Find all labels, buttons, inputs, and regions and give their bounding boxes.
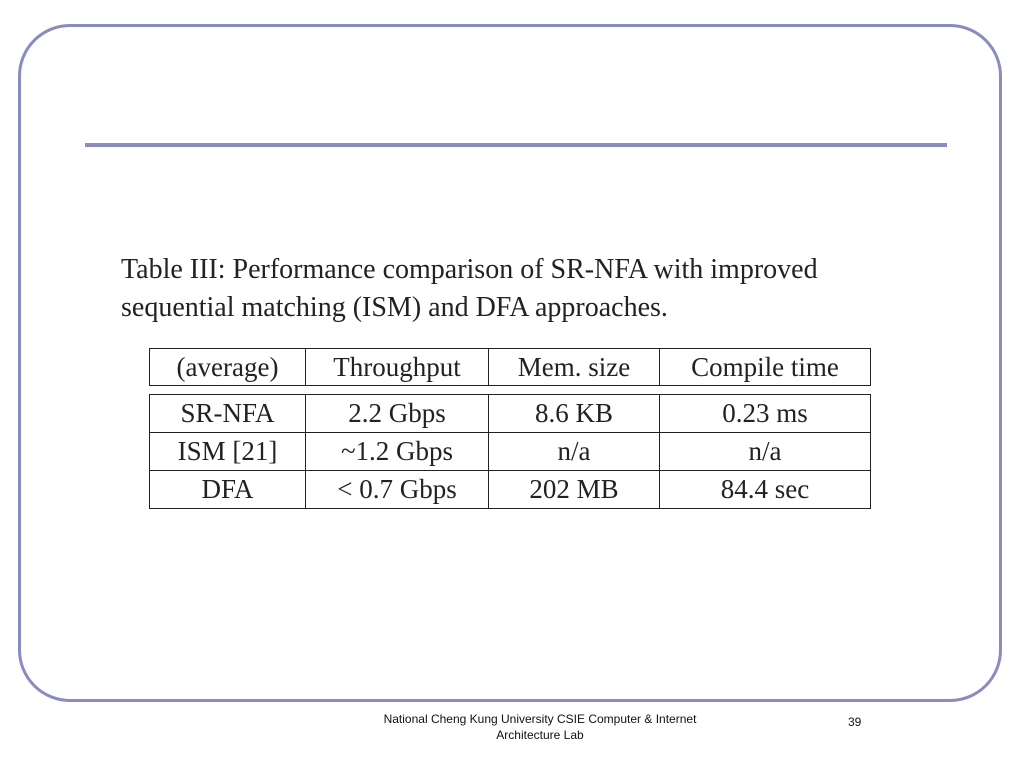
header-cell-throughput: Throughput xyxy=(305,348,489,386)
footer-line-1: National Cheng Kung University CSIE Comp… xyxy=(383,712,697,726)
table-cell: < 0.7 Gbps xyxy=(305,470,489,509)
caption-line-2: sequential matching (ISM) and DFA approa… xyxy=(121,292,668,323)
table-body: SR-NFA 2.2 Gbps 8.6 KB 0.23 ms ISM [21] … xyxy=(149,394,871,509)
header-cell-compile-time: Compile time xyxy=(659,348,871,386)
table-header: (average) Throughput Mem. size Compile t… xyxy=(149,348,871,386)
table-caption: Table III: Performance comparison of SR-… xyxy=(121,251,921,327)
table-cell: n/a xyxy=(488,432,660,471)
table-cell: 202 MB xyxy=(488,470,660,509)
table-cell: 0.23 ms xyxy=(659,394,871,433)
table-row: ISM [21] ~1.2 Gbps n/a n/a xyxy=(149,432,871,471)
table-cell: 2.2 Gbps xyxy=(305,394,489,433)
header-row: (average) Throughput Mem. size Compile t… xyxy=(149,348,871,386)
table-cell: ~1.2 Gbps xyxy=(305,432,489,471)
header-cell-average: (average) xyxy=(149,348,306,386)
table-cell: ISM [21] xyxy=(149,432,306,471)
table-cell: 8.6 KB xyxy=(488,394,660,433)
table-row: SR-NFA 2.2 Gbps 8.6 KB 0.23 ms xyxy=(149,394,871,433)
page-number: 39 xyxy=(848,715,862,729)
table-cell: n/a xyxy=(659,432,871,471)
title-divider xyxy=(85,143,947,147)
footer-institution: National Cheng Kung University CSIE Comp… xyxy=(330,711,750,743)
table-cell: SR-NFA xyxy=(149,394,306,433)
footer-line-2: Architecture Lab xyxy=(496,728,584,742)
table-row: DFA < 0.7 Gbps 202 MB 84.4 sec xyxy=(149,470,871,509)
table-cell: 84.4 sec xyxy=(659,470,871,509)
slide-frame xyxy=(18,24,1002,702)
table-cell: DFA xyxy=(149,470,306,509)
caption-line-1: Table III: Performance comparison of SR-… xyxy=(121,254,818,285)
header-cell-mem-size: Mem. size xyxy=(488,348,660,386)
